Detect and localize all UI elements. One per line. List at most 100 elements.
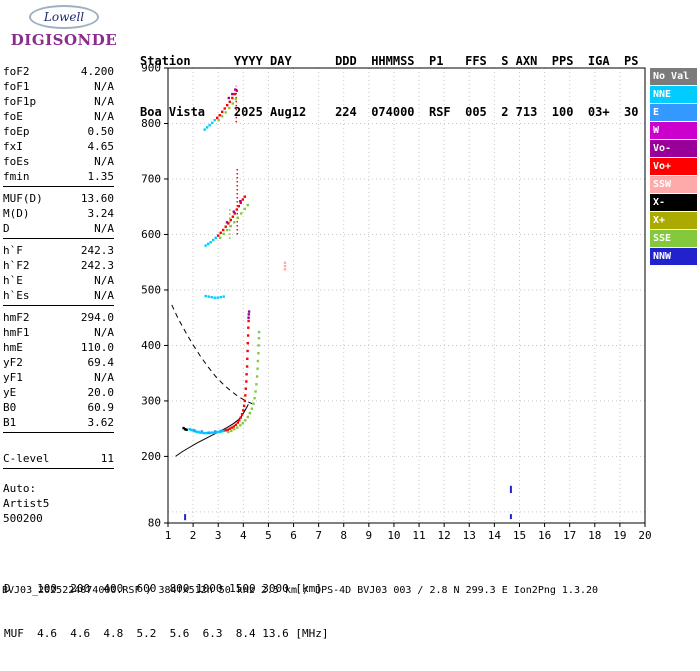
param-value: 0.50 <box>87 125 115 138</box>
param-label: hmE <box>3 341 23 354</box>
param-label: foEs <box>3 155 30 168</box>
param-value: 69.4 <box>87 356 115 369</box>
autoscaling-mode: Auto: <box>3 482 37 495</box>
param-row-foes: foEs N/A <box>3 154 114 169</box>
param-value: 60.9 <box>87 401 115 414</box>
param-row-fof1p: foF1p N/A <box>3 94 114 109</box>
param-label: hmF1 <box>3 326 30 339</box>
echo-traces <box>182 88 287 435</box>
param-row-hf: h`F 242.3 <box>3 243 114 258</box>
curve-true-height-profile <box>175 404 249 457</box>
param-label: foEp <box>3 125 30 138</box>
legend-item-noval: No Val <box>650 68 697 85</box>
plot-frame <box>167 67 646 524</box>
curve-muf-transmission-curve <box>171 304 253 405</box>
svg-text:14: 14 <box>488 529 502 542</box>
trace-spread-top-sse <box>217 97 237 122</box>
param-label: fxI <box>3 140 23 153</box>
svg-text:4: 4 <box>240 529 247 542</box>
param-value: N/A <box>94 110 114 123</box>
svg-text:8: 8 <box>340 529 347 542</box>
x-axis: 1 2 3 4 5 6 7 8 9 10 11 12 13 14 15 16 17 18 19 20 <box>165 523 652 542</box>
param-value: 13.60 <box>80 192 114 205</box>
overlay-curves <box>171 85 512 521</box>
ionogram-plot: 1 2 3 4 5 6 7 8 9 10 11 12 13 14 15 16 17 18 19 20900800700… <box>141 62 652 543</box>
param-value: 3.62 <box>87 416 115 429</box>
param-value: 110.0 <box>80 341 114 354</box>
svg-text:700: 700 <box>141 172 161 185</box>
station-header-line2: Boa Vista 2025 Aug12 224 074000 RSF 005 … <box>140 105 639 119</box>
svg-text:15: 15 <box>513 529 526 542</box>
param-row-md: M(D) 3.24 <box>3 206 114 221</box>
legend-item-sse: SSE <box>650 230 697 247</box>
param-label: foE <box>3 110 23 123</box>
param-row-foe: foE N/A <box>3 109 114 124</box>
param-value: N/A <box>94 95 114 108</box>
svg-text:2: 2 <box>190 529 197 542</box>
param-row-hme: hmE 110.0 <box>3 340 114 355</box>
parameter-panel: foF2 4.200 foF1 N/A foF1p N/A foE N/A foEp 0.50 fx… <box>3 64 114 526</box>
param-label: foF2 <box>3 65 30 78</box>
param-value: 11 <box>100 452 114 465</box>
param-label: B1 <box>3 416 17 429</box>
param-row-foep: foEp 0.50 <box>3 124 114 139</box>
svg-text:7: 7 <box>315 529 322 542</box>
svg-text:300: 300 <box>141 394 161 407</box>
legend-item-vo: Vo+ <box>650 158 697 175</box>
parameter-groups: foF2 4.200 foF1 N/A foF1p N/A foE N/A foEp 0.50 fx… <box>3 64 114 469</box>
y-axis: 900 800 700 600 500 400 300 200 80 <box>141 62 168 530</box>
param-label: B0 <box>3 401 17 414</box>
param-row-fof1: foF1 N/A <box>3 79 114 94</box>
station-header-line1: Station YYYY DAY DDD HHMMSS P1 FFS S AXN… <box>140 54 639 68</box>
svg-text:200: 200 <box>141 450 161 463</box>
svg-text:600: 600 <box>141 228 161 241</box>
param-row-hes: h`Es N/A <box>3 288 114 303</box>
param-row-fmin: fmin 1.35 <box>3 169 114 184</box>
trace-1hop-top-vominus <box>247 310 251 319</box>
svg-text:400: 400 <box>141 339 161 352</box>
param-label: h`Es <box>3 289 30 302</box>
param-value: 294.0 <box>80 311 114 324</box>
legend-item-nne: NNE <box>650 86 697 103</box>
svg-text:9: 9 <box>366 529 373 542</box>
trace-spread-mid-voplus <box>217 195 246 237</box>
param-value: N/A <box>94 80 114 93</box>
legend-item-vo: Vo- <box>650 140 697 157</box>
param-label: D <box>3 222 10 235</box>
param-row-fof2: foF2 4.200 <box>3 64 114 79</box>
svg-text:80: 80 <box>148 517 161 530</box>
autoscaling-info: Auto: Artist5 500200 <box>3 481 114 526</box>
param-value: N/A <box>94 326 114 339</box>
legend-item-x: X+ <box>650 212 697 229</box>
svg-text:1: 1 <box>165 529 172 542</box>
legend-item-w: W <box>650 122 697 139</box>
param-label: M(D) <box>3 207 30 220</box>
trace-1hop-xmode-sse <box>227 330 261 434</box>
param-row-b1: B1 3.62 <box>3 415 114 430</box>
svg-text:6: 6 <box>290 529 297 542</box>
file-info-line: BVJ03_2025224074000.RSF / 384fx512h 50 k… <box>2 585 599 596</box>
param-group: MUF(D) 13.60 M(D) 3.24 D N/A <box>3 191 114 239</box>
autoscaling-version: 500200 <box>3 512 43 525</box>
param-value: N/A <box>94 289 114 302</box>
trace-isolated-ssw <box>283 261 287 271</box>
param-row-clevel: C-level 11 <box>3 451 114 466</box>
svg-text:18: 18 <box>588 529 601 542</box>
svg-text:3: 3 <box>215 529 222 542</box>
param-label: h`F2 <box>3 259 30 272</box>
logo-lowell-text: Lowell <box>43 10 85 24</box>
param-row-yf1: yF1 N/A <box>3 370 114 385</box>
trace-spread-mid-nne <box>204 236 217 247</box>
legend-item-nnw: NNW <box>650 248 697 265</box>
svg-text:11: 11 <box>412 529 425 542</box>
param-label: hmF2 <box>3 311 30 324</box>
param-value: 4.65 <box>87 140 115 153</box>
param-value: 3.24 <box>87 207 115 220</box>
svg-text:900: 900 <box>141 62 161 75</box>
svg-text:13: 13 <box>463 529 476 542</box>
trace-2hop-flat-nne <box>204 294 225 299</box>
param-label: MUF(D) <box>3 192 43 205</box>
trace-spread-top-nne <box>203 119 216 131</box>
svg-text:12: 12 <box>438 529 451 542</box>
muf-distance-table: D 100 200 400 600 800 1000 1500 3000 [km… <box>4 551 329 671</box>
